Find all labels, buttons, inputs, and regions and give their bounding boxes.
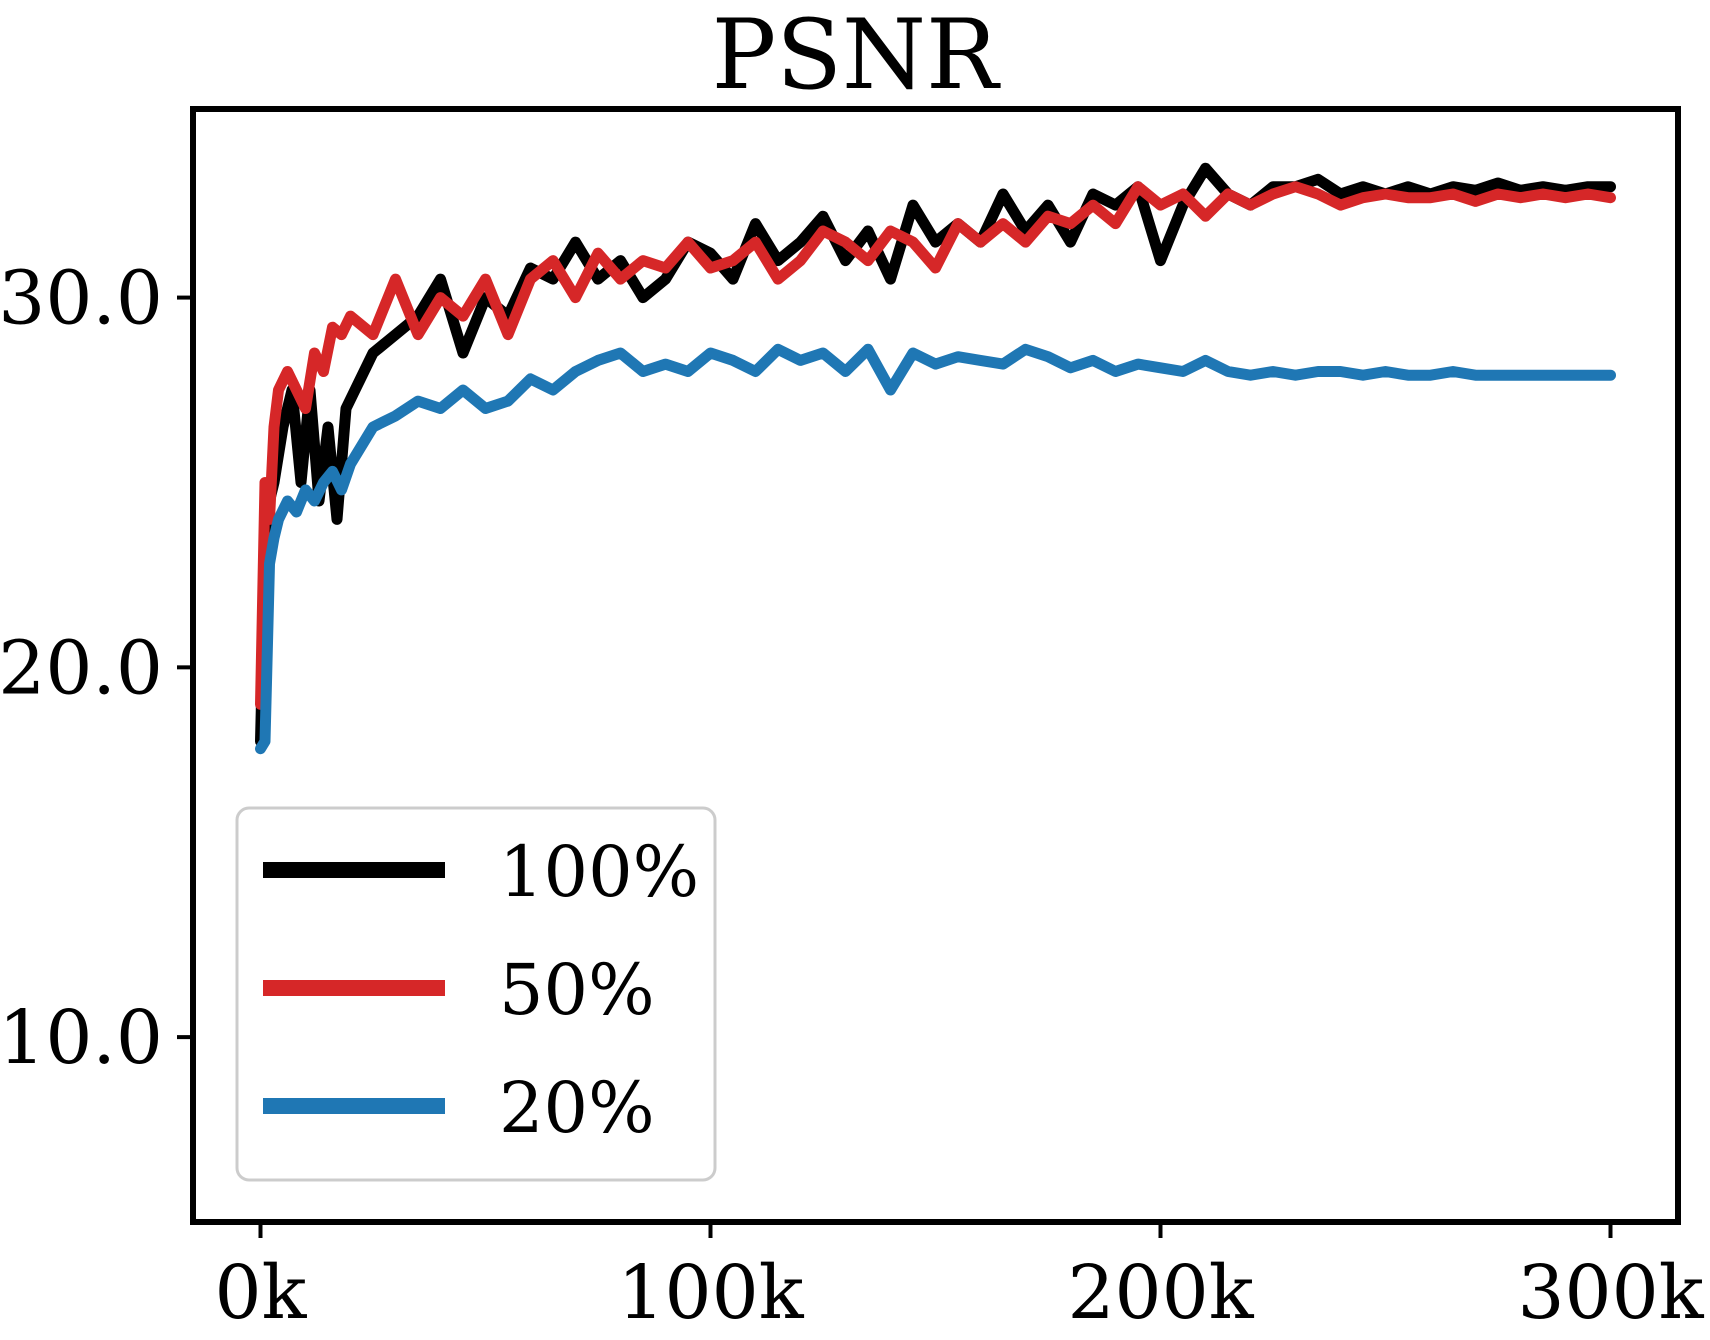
series-layer [255, 162, 1616, 755]
x-tick-label: 200k [1067, 1250, 1254, 1336]
legend-label-2: 20% [499, 1067, 655, 1149]
y-tick-label: 20.0 [0, 625, 163, 711]
x-tick-label: 100k [617, 1250, 804, 1336]
chart-title: PSNR [712, 0, 1001, 111]
x-tick-label: 0k [215, 1250, 308, 1336]
series-line-1 [255, 181, 1616, 710]
series-line-2 [255, 343, 1616, 755]
legend-box [235, 806, 717, 1182]
y-tick-label: 30.0 [0, 256, 163, 342]
legend-label-1: 50% [499, 949, 655, 1031]
y-axis: 10.0 20.0 30.0 [0, 256, 193, 1081]
y-tick-label: 10.0 [0, 995, 163, 1081]
x-axis: 0k 100k 200k 300k [215, 1222, 1705, 1336]
legend-label-0: 100% [499, 831, 699, 913]
legend: 100% 50% 20% [235, 806, 717, 1182]
x-tick-label: 300k [1517, 1250, 1704, 1336]
series-line-0 [255, 162, 1616, 747]
